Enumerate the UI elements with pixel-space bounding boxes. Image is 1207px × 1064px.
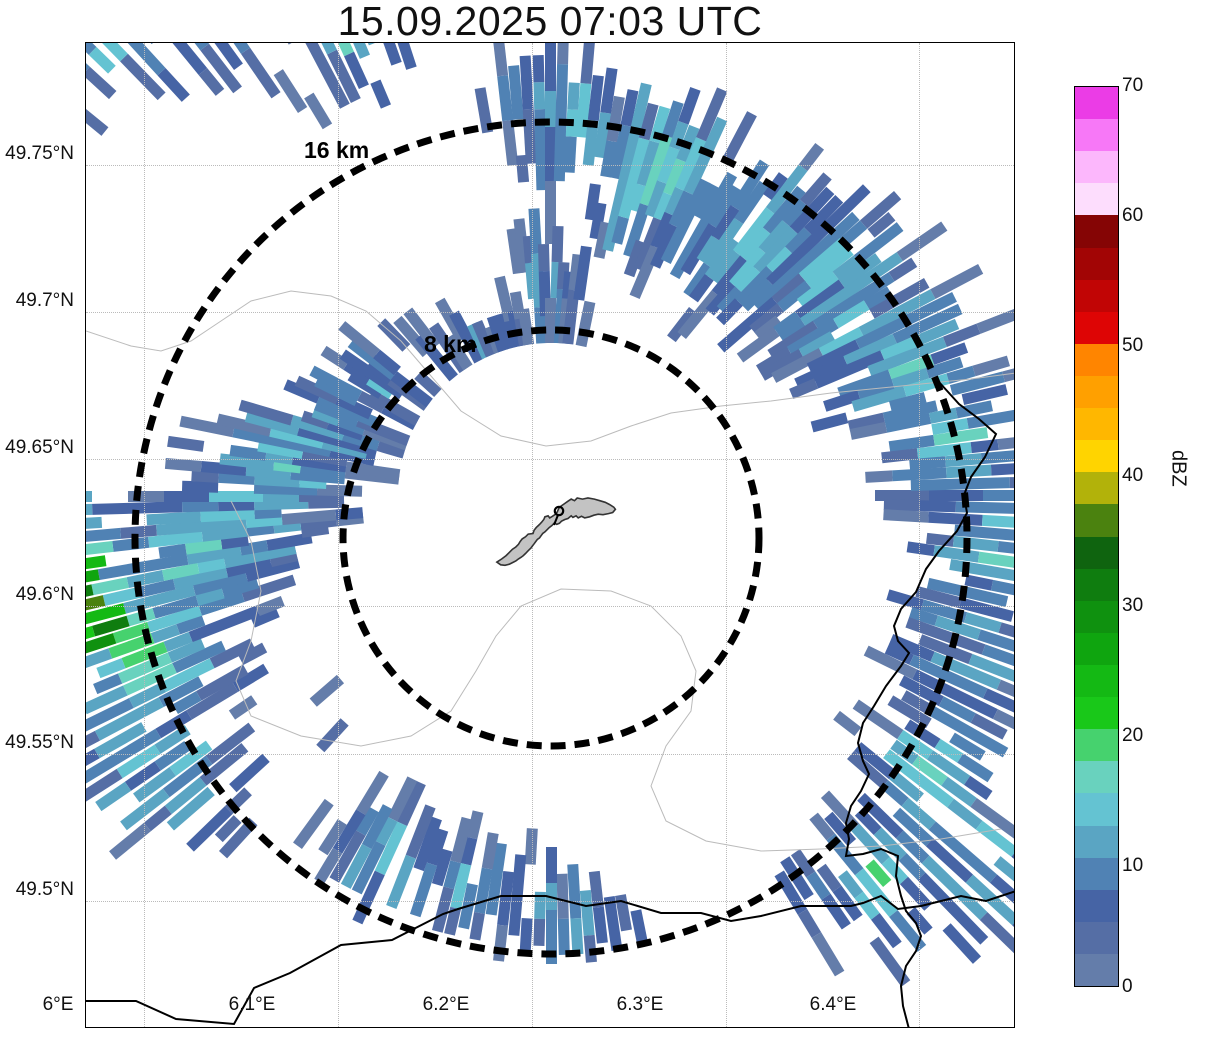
svg-text:16 km: 16 km [304,137,369,163]
svg-text:8 km: 8 km [424,331,476,357]
